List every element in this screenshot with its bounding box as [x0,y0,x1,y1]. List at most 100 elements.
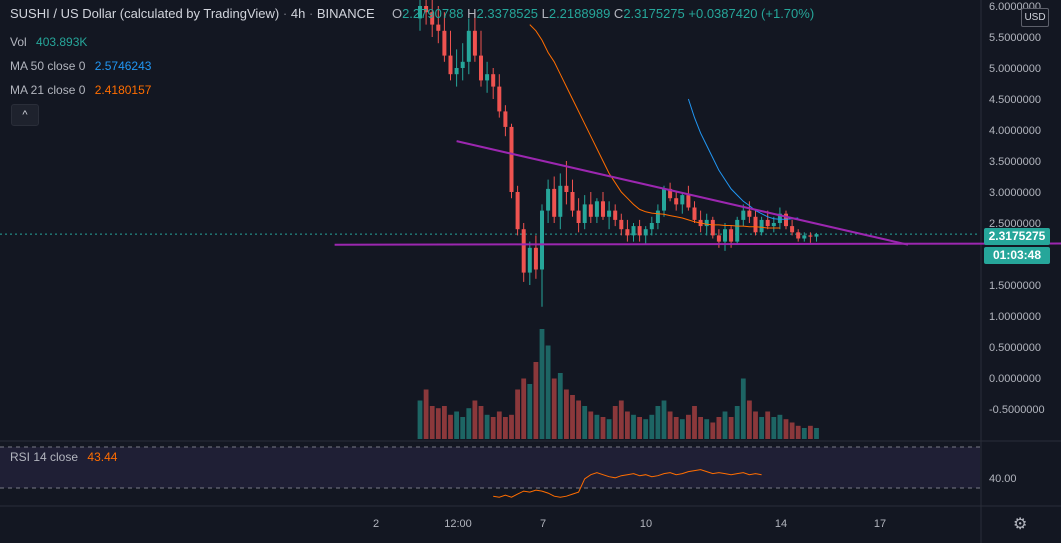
volume-bar [612,406,618,439]
volume-bar [466,408,472,439]
volume-bar [637,417,642,439]
countdown-tag: 01:03:48 [984,247,1050,264]
close-label: C [613,6,624,21]
candle-body [588,204,593,217]
ma21-line [529,24,780,229]
volume-bar [484,414,490,439]
volume-bar [570,395,575,439]
price-tick-label: 4.5000000 [989,94,1041,106]
candle-body [436,24,441,31]
ma50-value: 2.5746243 [94,59,152,73]
candle-body [509,126,514,192]
chevron-up-icon: ^ [22,109,28,121]
low-label: L [541,6,549,21]
candle-body [692,207,697,220]
rsi-legend[interactable]: RSI 14 close 43.44 [10,450,117,464]
candle-body [607,210,612,217]
candle-body [710,219,715,236]
candle-body [625,229,630,236]
volume-bar [435,408,441,439]
volume-bar [557,373,563,439]
volume-bar [801,428,807,439]
candle-body [460,61,465,68]
candle-body [564,185,569,192]
open-label: O [391,6,403,21]
candle-body [771,223,776,227]
trendline-support [334,242,1061,246]
volume-bar [478,406,484,439]
volume-bar [795,425,801,439]
candle-body [485,74,490,81]
volume-bar [606,419,612,439]
candle-body [680,195,685,205]
volume-bar [423,389,429,439]
volume-bar [460,417,466,439]
candle-body [418,6,422,19]
candle-body [497,86,502,112]
volume-bar [643,419,649,439]
time-tick-label: 2 [373,518,379,530]
symbol-title[interactable]: SUSHI / US Dollar (calculated by Trading… [10,6,280,21]
ma50-line [687,98,799,220]
volume-bar [686,414,691,439]
last-price-tag: 2.3175275 [984,228,1050,245]
volume-bar [625,411,630,439]
price-tick-label: 5.0000000 [989,63,1041,75]
candle-body [649,223,654,230]
time-tick-label: 10 [640,518,652,530]
volume-bar [679,419,685,439]
candle-body [741,210,746,220]
volume-bar [740,378,746,439]
candle-body [479,55,483,81]
candle-body [594,201,599,217]
currency-button[interactable]: USD [1021,8,1049,27]
candle-body [790,226,795,233]
high-value: 2.3378525 [476,6,538,21]
candle-body [814,234,819,237]
ma50-label: MA 50 close 0 [10,59,86,73]
volume-bar [429,406,435,439]
interval-label[interactable]: 4h [290,6,306,21]
collapse-legend-button[interactable]: ^ [11,104,39,126]
candle-body [576,210,581,223]
volume-bar [448,414,453,439]
candle-body [796,232,801,239]
ma21-legend[interactable]: MA 21 close 0 2.4180157 [10,83,151,97]
candle-body [552,188,557,217]
volume-bar [600,417,606,439]
volume-bar [594,414,600,439]
volume-bar [728,417,734,439]
ma21-value: 2.4180157 [94,83,152,97]
candle-body [808,235,813,237]
ma50-legend[interactable]: MA 50 close 0 2.5746243 [10,59,151,73]
price-tick-label: -0.5000000 [989,404,1045,416]
volume-bar [814,428,819,439]
gear-icon[interactable]: ⚙ [1013,516,1028,533]
candle-body [491,74,496,87]
volume-bar [417,400,423,439]
volume-value: 403.893K [36,35,88,49]
volume-legend[interactable]: Vol 403.893K [10,35,87,49]
volume-bar [588,411,594,439]
candle-body [735,219,740,242]
chart-header: SUSHI / US Dollar (calculated by Trading… [10,6,815,21]
volume-bar [582,406,588,439]
price-tick-label: 1.5000000 [989,280,1041,292]
exchange-label: BINANCE [316,6,375,21]
candle-body [527,247,532,273]
candle-body [546,188,551,211]
candle-body [442,30,447,56]
volume-bar [631,414,636,439]
price-tick-label: 1.0000000 [989,311,1041,323]
trendline-descending [456,140,909,246]
volume-bar [539,329,545,439]
candle-body [729,229,734,242]
candle-body [668,188,673,199]
volume-bar [753,411,758,439]
volume-bar [490,417,496,439]
candle-body [662,188,666,211]
volume-bar [667,411,673,439]
candle-body [472,30,477,56]
rsi-band [0,447,980,488]
